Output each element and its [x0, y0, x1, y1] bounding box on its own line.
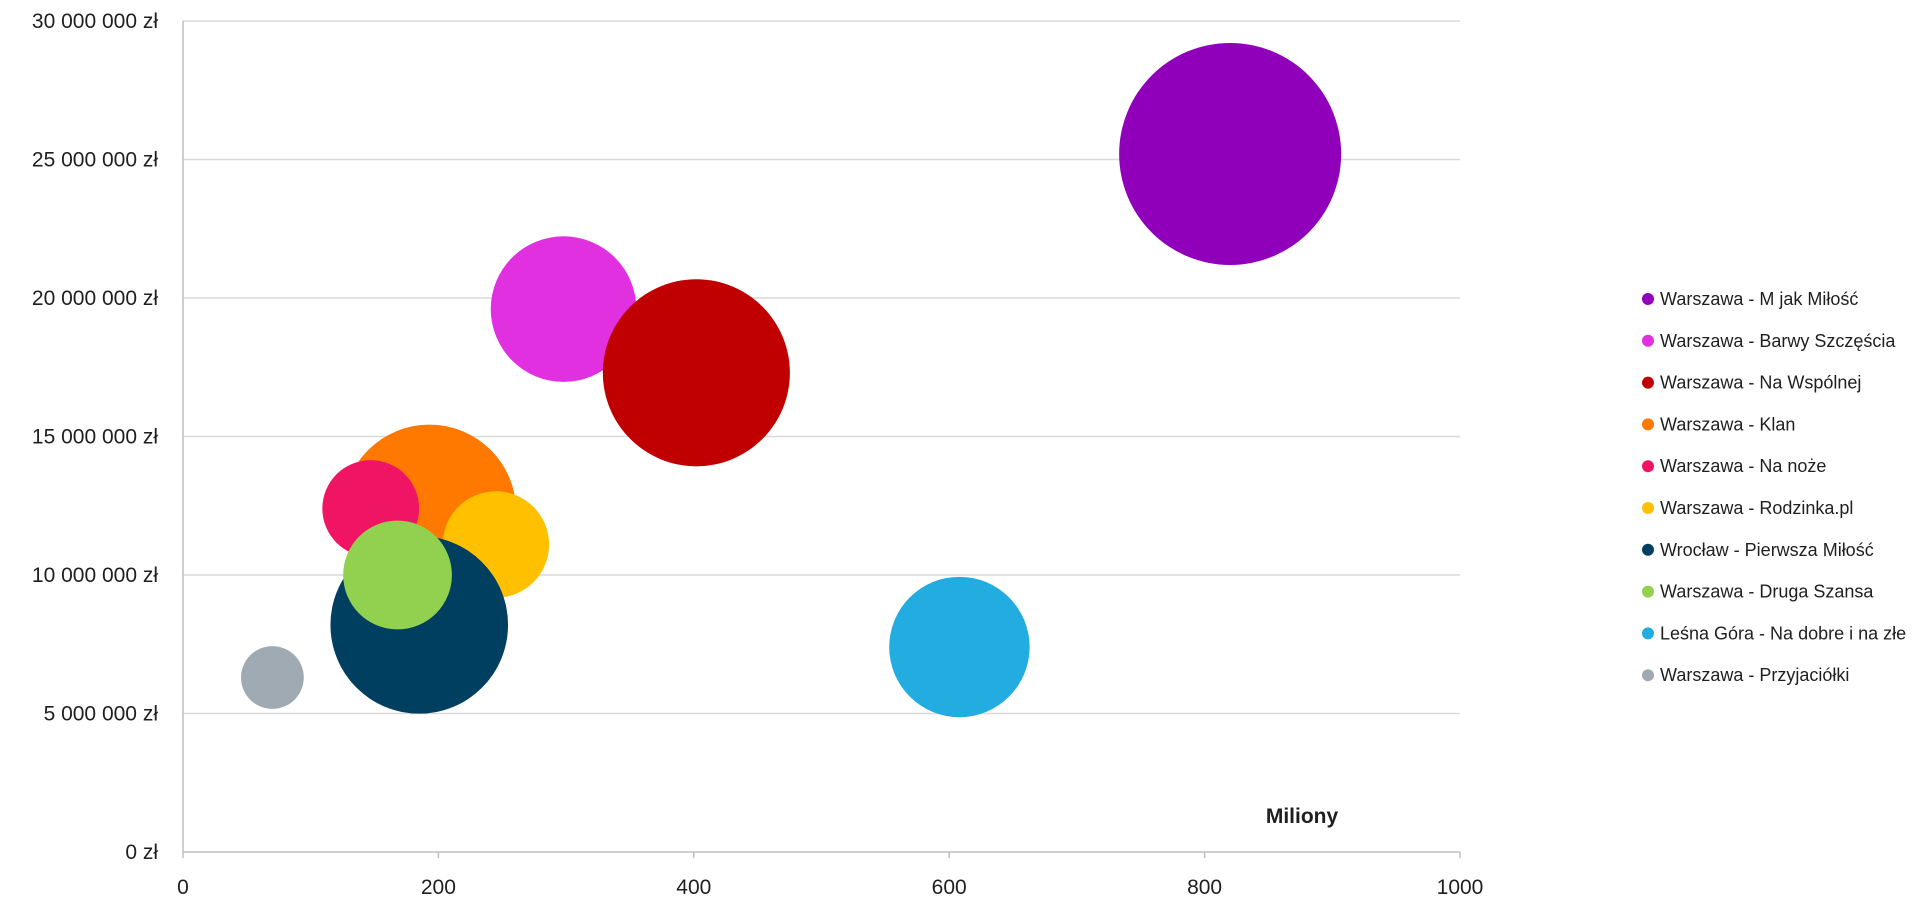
legend-label: Warszawa - Na Wspólnej	[1660, 373, 1861, 393]
legend-marker	[1642, 543, 1654, 556]
legend-label: Warszawa - Przyjaciółki	[1660, 665, 1849, 685]
x-tick-label: 800	[1187, 876, 1222, 899]
y-tick-label: 10 000 000 zł	[32, 564, 158, 587]
legend-marker	[1642, 293, 1654, 305]
bubble	[490, 236, 637, 382]
legend: Warszawa - M jak Miłość Warszawa - Barwy …	[1642, 289, 1906, 685]
legend-marker	[1642, 334, 1654, 347]
legend-marker	[1642, 502, 1654, 514]
legend-item: Wrocław - Pierwsza Miłość	[1642, 540, 1874, 560]
y-tick-label: 25 000 000 zł	[32, 149, 158, 172]
x-tick-label: 200	[421, 876, 456, 899]
bubble	[240, 646, 304, 709]
legend-marker	[1642, 376, 1654, 389]
x-unit-label: Miliony	[1266, 805, 1339, 828]
x-tick-label: 400	[676, 876, 711, 899]
y-tick-label: 15 000 000 zł	[32, 426, 158, 449]
y-tick-labels: 0 zł 5 000 000 zł 10 000 000 zł 15 000 000 …	[32, 10, 158, 864]
legend-marker	[1642, 585, 1654, 598]
legend-item: Warszawa - Klan	[1642, 414, 1795, 434]
y-tick-label: 0 zł	[125, 841, 158, 864]
legend-label: Wrocław - Pierwsza Miłość	[1660, 540, 1874, 560]
legend-item: Warszawa - Na Wspólnej	[1642, 373, 1861, 393]
y-tick-label: 5 000 000 zł	[44, 703, 159, 726]
legend-label: Warszawa - Na noże	[1660, 456, 1826, 476]
legend-item: Warszawa - Druga Szansa	[1642, 582, 1874, 602]
legend-label: Leśna Góra - Na dobre i na złe	[1660, 623, 1906, 643]
legend-item: Leśna Góra - Na dobre i na złe	[1642, 623, 1906, 643]
legend-label: Warszawa - Rodzinka.pl	[1660, 498, 1853, 518]
bubble	[602, 279, 790, 467]
legend-marker	[1642, 627, 1654, 640]
axes	[182, 21, 1461, 858]
bubble	[889, 576, 1030, 718]
bubbles	[240, 42, 1342, 718]
y-tick-label: 20 000 000 zł	[32, 287, 158, 310]
legend-marker	[1642, 418, 1654, 431]
legend-item: Warszawa - Przyjaciółki	[1642, 665, 1849, 685]
legend-item: Warszawa - Na noże	[1642, 456, 1826, 476]
y-tick-label: 30 000 000 zł	[32, 10, 158, 33]
legend-label: Warszawa - M jak Miłość	[1660, 289, 1858, 309]
bubble	[1119, 42, 1342, 265]
x-tick-label: 600	[932, 876, 967, 899]
legend-label: Warszawa - Barwy Szczęścia	[1660, 331, 1896, 351]
legend-marker	[1642, 669, 1654, 682]
legend-item: Warszawa - Barwy Szczęścia	[1642, 331, 1896, 351]
legend-label: Warszawa - Klan	[1660, 414, 1795, 434]
x-tick-label: 0	[177, 876, 189, 899]
x-tick-labels: 0 200 400 600 800 1000	[177, 876, 1483, 899]
x-tick-label: 1000	[1437, 876, 1484, 899]
bubble	[343, 520, 452, 630]
legend-label: Warszawa - Druga Szansa	[1660, 582, 1874, 602]
legend-item: Warszawa - Rodzinka.pl	[1642, 498, 1853, 518]
legend-item: Warszawa - M jak Miłość	[1642, 289, 1858, 309]
legend-marker	[1642, 460, 1654, 473]
